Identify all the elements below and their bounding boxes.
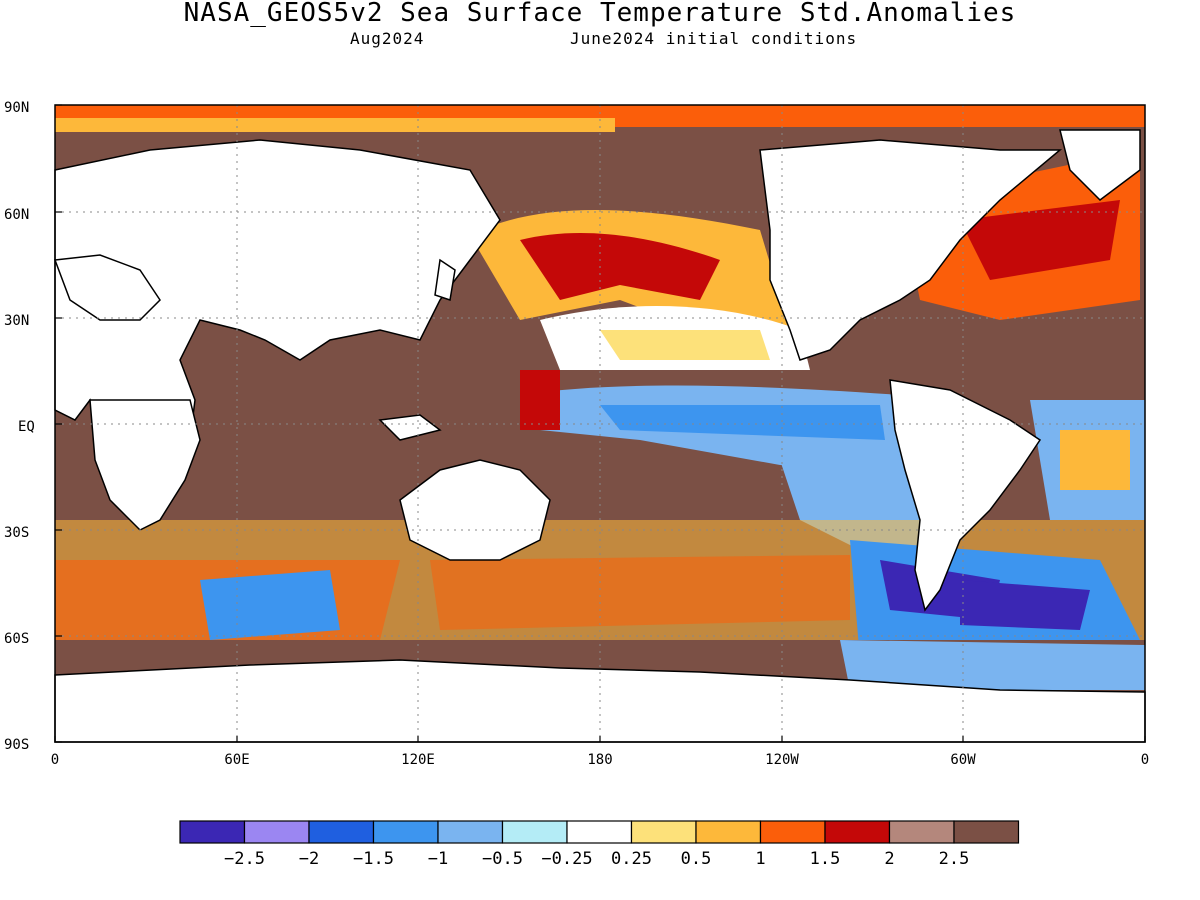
colorbar-swatch: [630, 820, 697, 844]
lon-tick-label: 60E: [224, 752, 249, 768]
land-masses: [53, 129, 1146, 743]
colorbar: −2.5 −2 −1.5 −1 −0.5 −0.25 0.25 0.5 1 1.5 2 2.5: [179, 820, 1020, 869]
colorbar-label: 2.5: [939, 849, 970, 869]
colorbar-swatch: [501, 820, 568, 844]
colorbar-swatch: [888, 820, 955, 844]
lat-tick-label: 60N: [4, 207, 29, 223]
colorbar-swatch: [759, 820, 826, 844]
colorbar-label: −0.25: [541, 849, 592, 869]
lon-tick-label: 60W: [950, 752, 976, 768]
axis-ticks: [54, 104, 1146, 743]
colorbar-label: −0.5: [482, 849, 523, 869]
lat-tick-label: EQ: [18, 419, 35, 435]
colorbar-swatch: [179, 820, 246, 844]
init-conditions-label: June2024 initial conditions: [570, 29, 858, 48]
colorbar-label: −2.5: [224, 849, 265, 869]
colorbar-label: −1.5: [353, 849, 394, 869]
colorbar-swatch: [308, 820, 375, 844]
colorbar-label: 0.5: [681, 849, 712, 869]
colorbar-swatch: [437, 820, 504, 844]
lat-tick-label: 90N: [4, 100, 29, 116]
colorbar-swatch: [953, 820, 1020, 844]
colorbar-label: 2: [884, 849, 894, 869]
lat-tick-label: 90S: [4, 737, 29, 753]
colorbar-swatch: [243, 820, 310, 844]
colorbar-label: 1.5: [810, 849, 841, 869]
colorbar-swatch: [566, 820, 633, 844]
lon-tick-label: 180: [587, 752, 612, 768]
lon-tick-label: 0: [1141, 752, 1149, 768]
colorbar-swatch: [695, 820, 762, 844]
lon-tick-label: 120W: [765, 752, 799, 768]
colorbar-label: −1: [428, 849, 448, 869]
lat-tick-label: 30S: [4, 525, 29, 541]
lat-tick-label: 30N: [4, 313, 29, 329]
colorbar-swatch: [824, 820, 891, 844]
colorbar-swatch: [372, 820, 439, 844]
lon-tick-label: 0: [51, 752, 59, 768]
colorbar-label: 1: [755, 849, 765, 869]
lat-tick-label: 60S: [4, 631, 29, 647]
colorbar-label: −2: [299, 849, 319, 869]
gridlines: [55, 105, 1145, 742]
colorbar-label: 0.25: [611, 849, 652, 869]
map-title: NASA_GEOS5v2 Sea Surface Temperature Std…: [183, 0, 1017, 28]
valid-month-label: Aug2024: [350, 29, 425, 48]
lon-tick-label: 120E: [401, 752, 435, 768]
